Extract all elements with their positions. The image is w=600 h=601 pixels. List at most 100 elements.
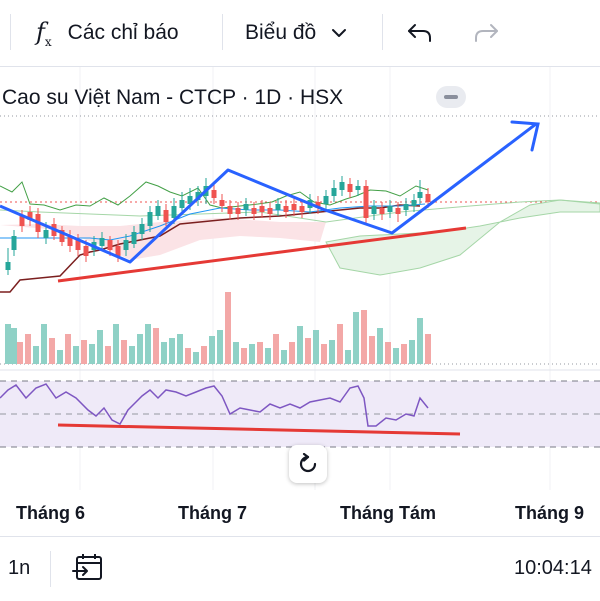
collapse-legend-button[interactable]: [436, 86, 466, 108]
candle-body: [155, 206, 161, 216]
candle-body: [283, 206, 289, 212]
volume-bar: [289, 342, 295, 364]
chart-type-dropdown[interactable]: Biểu đồ: [245, 0, 348, 66]
candle-body: [331, 188, 337, 196]
volume-bar: [385, 342, 391, 364]
volume-bar: [185, 348, 191, 364]
clock-display: 10:04:14: [514, 557, 592, 579]
volume-bar: [161, 342, 167, 364]
volume-bar: [321, 344, 327, 364]
volume-bar: [153, 328, 159, 364]
volume-bar: [393, 348, 399, 364]
volume-bar: [417, 318, 423, 364]
volume-bar: [273, 334, 279, 364]
candle-body: [299, 206, 305, 212]
candle-body: [387, 206, 393, 212]
volume-bar: [241, 348, 247, 364]
candle-body: [355, 186, 361, 190]
indicators-label: Các chỉ báo: [67, 21, 179, 44]
ichimoku-base-line: [0, 204, 421, 293]
ichimoku-span-upper: [0, 199, 600, 223]
candle-body: [115, 246, 121, 256]
ichimoku-lagging-span: [0, 181, 429, 211]
volume-bar: [17, 342, 23, 364]
rsi-red-trend-line[interactable]: [57, 423, 461, 436]
chart-area[interactable]: [0, 67, 600, 529]
redo-icon: [475, 24, 498, 42]
candle-body: [211, 190, 217, 198]
candle-body: [251, 208, 257, 214]
go-to-date-button[interactable]: [72, 551, 106, 590]
candle-body: [171, 206, 177, 218]
candle-body: [315, 202, 321, 208]
redo-button[interactable]: [472, 0, 500, 66]
candle-body: [259, 206, 265, 212]
rsi-line: [0, 383, 429, 427]
candle-body: [275, 204, 281, 210]
volume-bar: [33, 346, 39, 364]
undo-button[interactable]: [406, 0, 434, 66]
volume-bar: [5, 324, 11, 364]
volume-bar: [169, 338, 175, 364]
volume-bar: [25, 334, 31, 364]
volume-bar: [257, 342, 263, 364]
volume-bar: [129, 346, 135, 364]
candle-body: [163, 210, 169, 222]
ichimoku-cloud-red: [0, 218, 326, 260]
volume-bar: [201, 346, 207, 364]
volume-bar: [81, 340, 87, 364]
candle-body: [235, 208, 241, 214]
volume-bar: [49, 338, 55, 364]
candle-body: [219, 200, 225, 206]
volume-bar: [121, 340, 127, 364]
candle-body: [123, 240, 129, 250]
chart-type-label: Biểu đồ: [245, 21, 317, 44]
volume-bar: [353, 312, 359, 364]
volume-bar: [369, 336, 375, 364]
candle-body: [323, 196, 329, 204]
time-axis-label: Tháng 7: [178, 503, 248, 523]
blue-trend-drawing[interactable]: [0, 122, 537, 264]
volume-bar: [361, 310, 367, 364]
candle-body: [291, 204, 297, 210]
volume-bar: [97, 330, 103, 364]
candle-body: [243, 204, 249, 210]
candle-body: [363, 186, 369, 218]
candle-body: [147, 212, 153, 226]
toolbar-separator: [10, 14, 11, 50]
candle-body: [99, 238, 105, 246]
volume-bar: [89, 344, 95, 364]
minus-icon: [444, 95, 458, 99]
volume-bar: [11, 328, 17, 364]
reset-icon: [299, 453, 317, 473]
toolbar-left-edge: [0, 0, 6, 66]
volume-bar: [305, 338, 311, 364]
reset-chart-button[interactable]: [289, 445, 327, 483]
indicators-button[interactable]: fx Các chỉ báo: [36, 0, 179, 66]
volume-bar: [177, 334, 183, 364]
interval-button[interactable]: 1n: [8, 557, 31, 579]
top-toolbar: fx Các chỉ báo Biểu đồ: [0, 0, 600, 67]
candle-body: [379, 208, 385, 214]
chevron-down-icon: [332, 29, 347, 37]
candle-body: [67, 236, 73, 246]
candle-body: [83, 246, 89, 256]
undo-icon: [408, 24, 431, 42]
candle-body: [11, 236, 17, 250]
volume-bar: [209, 336, 215, 364]
candle-body: [339, 182, 345, 190]
volume-bar: [337, 324, 343, 364]
volume-bar: [113, 324, 119, 364]
candle-body: [403, 204, 409, 210]
volume-bar: [65, 334, 71, 364]
volume-bar: [409, 340, 415, 364]
volume-bar: [105, 346, 111, 364]
candle-body: [411, 200, 417, 206]
volume-bar: [217, 330, 223, 364]
red-support-line[interactable]: [57, 226, 467, 283]
candle-body: [187, 196, 193, 204]
volume-bar: [249, 344, 255, 364]
price-chart[interactable]: [0, 67, 600, 529]
volume-bar: [145, 324, 151, 364]
volume-bar: [225, 292, 231, 364]
